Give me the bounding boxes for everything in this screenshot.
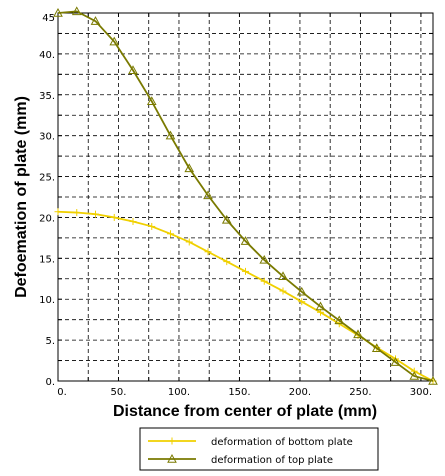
data-point-0-10 [242,267,249,275]
y-tick-label: 10. [39,295,55,306]
axis-ticks [58,13,433,381]
series-1 [53,6,438,385]
data-point-0-8 [204,248,212,256]
x-axis-label: Distance from center of plate (mm) [113,403,377,420]
series-0 [54,208,437,385]
x-tick-label: 0. [57,387,67,398]
y-tick-label: 45 [42,13,55,24]
data-point-0-13 [298,298,306,306]
data-point-0-4 [129,218,137,226]
data-point-0-0 [54,208,62,216]
data-point-1-11 [259,254,270,264]
grid [58,13,433,381]
data-point-0-6 [167,230,174,238]
y-tick-label: 15. [39,254,55,265]
data-point-1-19 [409,371,420,380]
y-tick-label: 30. [39,132,55,143]
y-tick-label: 25. [39,173,55,184]
data-point-1-15 [334,315,345,325]
data-point-1-10 [240,236,251,245]
y-tick-label: 40. [39,50,55,61]
series [53,6,438,385]
data-point-1-13 [296,286,307,296]
x-tick-label: 300. [410,387,432,398]
data-point-1-20 [428,375,438,385]
legend-label-0: deformation of bottom plate [211,437,353,448]
data-point-0-7 [185,238,193,246]
legend-marker-0 [168,437,176,445]
y-tick-label: 35. [39,91,55,102]
data-point-1-1 [71,6,82,16]
data-point-1-14 [315,301,326,311]
data-point-1-0 [53,7,63,17]
data-point-1-3 [109,36,120,46]
legend-item-1: deformation of top plate [148,453,333,466]
data-point-0-5 [148,222,156,230]
data-point-1-7 [184,163,195,173]
data-point-1-6 [165,130,176,140]
x-tick-label: 100. [168,387,190,398]
legend-label-1: deformation of top plate [211,455,333,466]
data-point-0-2 [92,210,99,218]
data-point-0-3 [110,213,118,221]
data-point-1-18 [390,357,401,366]
data-point-1-9 [221,214,232,224]
y-axis-label: Defoemation of plate (mm) [13,96,30,298]
x-tick-label: 150. [228,387,250,398]
data-point-0-1 [73,209,81,217]
data-point-0-12 [279,287,287,295]
legend: deformation of bottom plate deformation o… [139,427,379,471]
data-point-1-4 [128,65,138,74]
x-tick-label: 200. [289,387,311,398]
x-tick-label: 250. [349,387,371,398]
y-tick-label: 5. [45,336,55,347]
legend-item-0: deformation of bottom plate [148,437,353,448]
data-point-1-16 [353,329,363,339]
data-point-0-9 [223,258,231,266]
legend-marker-1 [167,453,177,463]
data-point-1-17 [371,343,382,352]
data-point-1-5 [146,96,157,106]
data-point-1-2 [90,16,101,25]
tick-labels: 0. 50. 100. 150. 200. 250. 300. 0. 5. 10. 15. 20. 25… [39,13,432,398]
y-tick-label: 20. [39,213,55,224]
legend-box [139,427,379,471]
y-tick-label: 0. [45,377,55,388]
series-line-1 [57,10,434,382]
data-point-1-12 [278,271,288,281]
x-tick-label: 50. [111,387,127,398]
data-point-0-11 [260,277,268,285]
data-point-1-8 [203,190,213,200]
